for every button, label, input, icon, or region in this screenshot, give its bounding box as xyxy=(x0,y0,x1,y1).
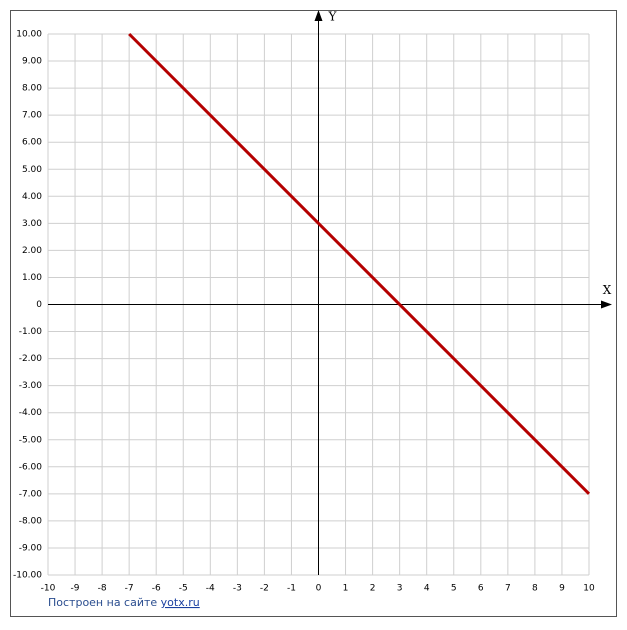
y-tick-label: 10.00 xyxy=(16,30,42,40)
y-tick-label: 6.00 xyxy=(22,138,42,148)
footer: Построен на сайте yotx.ru xyxy=(48,596,200,609)
x-tick-label: 6 xyxy=(478,584,484,594)
x-tick-label: 3 xyxy=(397,584,403,594)
x-tick-label: -10 xyxy=(41,584,56,594)
y-tick-label: -3.00 xyxy=(19,381,43,391)
y-tick-label: -7.00 xyxy=(19,489,43,499)
frame xyxy=(10,10,617,617)
x-tick-label: 2 xyxy=(370,584,376,594)
y-tick-label: 8.00 xyxy=(22,84,42,94)
y-tick-label: 3.00 xyxy=(22,219,42,229)
x-tick-label: -2 xyxy=(260,584,269,594)
x-tick-label: -8 xyxy=(98,584,107,594)
y-tick-label: 7.00 xyxy=(22,111,42,121)
x-tick-label: 4 xyxy=(424,584,430,594)
footer-text: Построен на сайте xyxy=(48,596,157,609)
y-tick-label: -10.00 xyxy=(13,571,42,581)
y-tick-label: -4.00 xyxy=(19,408,43,418)
y-tick-label: -5.00 xyxy=(19,435,43,445)
y-tick-label: 1.00 xyxy=(22,273,42,283)
y-tick-label: 5.00 xyxy=(22,165,42,175)
footer-link[interactable]: yotx.ru xyxy=(161,596,200,609)
y-tick-label: 0 xyxy=(36,300,42,310)
y-axis-label: Y xyxy=(328,10,338,24)
x-tick-label: -3 xyxy=(233,584,242,594)
x-tick-label: -4 xyxy=(206,584,215,594)
x-axis-label: X xyxy=(603,283,612,297)
x-tick-label: -9 xyxy=(71,584,80,594)
x-tick-label: 9 xyxy=(559,584,565,594)
x-tick-label: 1 xyxy=(343,584,349,594)
y-tick-label: -1.00 xyxy=(19,327,43,337)
y-tick-label: 9.00 xyxy=(22,57,42,67)
y-tick-label: -6.00 xyxy=(19,462,43,472)
x-tick-label: 0 xyxy=(316,584,322,594)
y-tick-label: 4.00 xyxy=(22,192,42,202)
x-tick-label: -6 xyxy=(152,584,161,594)
y-arrow xyxy=(314,10,323,21)
x-tick-label: -1 xyxy=(287,584,296,594)
y-tick-label: 2.00 xyxy=(22,246,42,256)
x-tick-label: -5 xyxy=(179,584,188,594)
x-tick-label: 10 xyxy=(583,584,595,594)
x-arrow xyxy=(601,300,612,309)
x-tick-label: -7 xyxy=(125,584,134,594)
y-tick-label: -8.00 xyxy=(19,516,43,526)
y-tick-label: -9.00 xyxy=(19,543,43,553)
y-tick-label: -2.00 xyxy=(19,354,43,364)
x-tick-label: 8 xyxy=(532,584,538,594)
x-tick-label: 7 xyxy=(505,584,511,594)
x-tick-label: 5 xyxy=(451,584,457,594)
data-line xyxy=(128,32,591,495)
